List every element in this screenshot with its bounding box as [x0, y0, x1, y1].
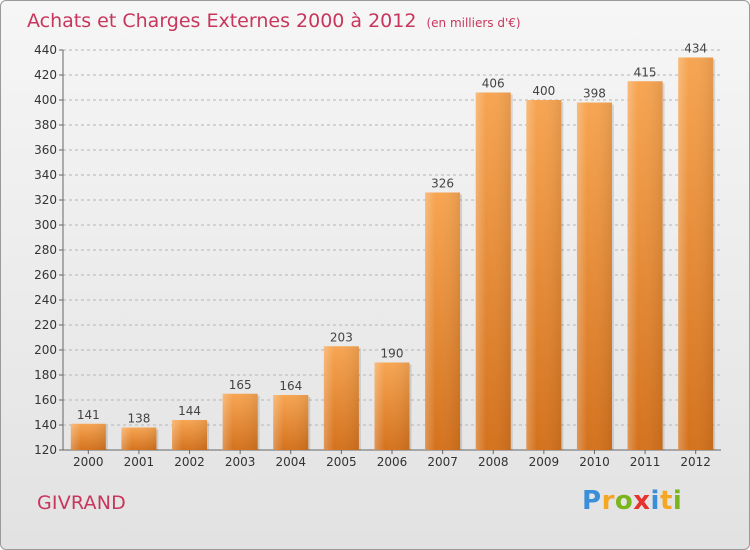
chart-unit-label: (en milliers d'€) — [426, 16, 521, 30]
y-tick-label: 320 — [34, 193, 57, 207]
axes: 120 140 160 180 200 220 240 260 280 300 320 340 360 3… — [34, 43, 721, 469]
y-tick-label: 360 — [34, 143, 57, 157]
logo-letter: P — [582, 486, 602, 516]
data-labels: 141 138 144 165 164 203 190 326 406 400 398 415 434 — [77, 42, 707, 426]
data-label-2006: 190 — [381, 347, 404, 361]
bar-highlight — [627, 81, 663, 450]
bar-highlight — [222, 393, 258, 450]
data-label-2012: 434 — [684, 42, 707, 56]
bar-highlight — [374, 362, 410, 450]
logo-letter: o — [614, 486, 634, 516]
y-tick-label: 220 — [34, 318, 57, 332]
data-label-2008: 406 — [482, 77, 505, 91]
bar-highlight — [678, 57, 714, 450]
bar-highlight — [425, 192, 461, 450]
data-label-2011: 415 — [634, 65, 657, 79]
y-tick-label: 160 — [34, 393, 57, 407]
x-tick-label: 2008 — [478, 455, 509, 469]
data-label-2007: 326 — [431, 177, 454, 191]
y-tick-label: 180 — [34, 368, 57, 382]
x-tick-label: 2011 — [630, 455, 661, 469]
y-tick-label: 280 — [34, 243, 57, 257]
x-tick-label: 2007 — [427, 455, 458, 469]
x-tick-label: 2003 — [225, 455, 256, 469]
x-tick-label: 2002 — [174, 455, 205, 469]
y-tick-label: 340 — [34, 168, 57, 182]
y-tick-label: 120 — [34, 443, 57, 457]
bars — [70, 57, 716, 450]
data-label-2010: 398 — [583, 87, 606, 101]
logo-letter: r — [601, 486, 615, 516]
y-tick-label: 380 — [34, 118, 57, 132]
bar-highlight — [526, 100, 562, 450]
x-tick-label: 2010 — [579, 455, 610, 469]
y-tick-label: 240 — [34, 293, 57, 307]
logo-letter: x — [633, 486, 651, 516]
data-label-2003: 165 — [229, 378, 252, 392]
bar-highlight — [576, 102, 612, 450]
y-tick-label: 200 — [34, 343, 57, 357]
x-tick-label: 2009 — [529, 455, 560, 469]
bar-highlight — [475, 92, 511, 450]
x-tick-label: 2000 — [73, 455, 104, 469]
y-tick-label: 440 — [34, 43, 57, 57]
logo-letter: i — [650, 486, 660, 516]
y-tick-label: 400 — [34, 93, 57, 107]
bar-highlight — [121, 427, 157, 450]
data-label-2001: 138 — [127, 412, 150, 426]
y-tick-label: 140 — [34, 418, 57, 432]
proxiti-logo: Proxiti — [582, 486, 682, 516]
data-label-2004: 164 — [279, 379, 302, 393]
x-tick-label: 2004 — [275, 455, 306, 469]
y-tick-label: 260 — [34, 268, 57, 282]
y-tick-label: 300 — [34, 218, 57, 232]
data-label-2000: 141 — [77, 408, 100, 422]
x-tick-label: 2012 — [680, 455, 711, 469]
chart-title-text: Achats et Charges Externes 2000 à 2012 — [27, 10, 417, 32]
data-label-2005: 203 — [330, 330, 353, 344]
commune-name: GIVRAND — [37, 492, 126, 514]
x-tick-label: 2006 — [377, 455, 408, 469]
data-label-2002: 144 — [178, 404, 201, 418]
bar-highlight — [172, 420, 208, 450]
x-tick-label: 2001 — [124, 455, 155, 469]
bar-highlight — [323, 346, 359, 450]
data-label-2009: 400 — [532, 84, 555, 98]
logo-letter: i — [672, 486, 683, 516]
x-tick-label: 2005 — [326, 455, 357, 469]
chart-title: Achats et Charges Externes 2000 à 2012 (e… — [27, 6, 521, 36]
bar-highlight — [273, 395, 309, 450]
bar-highlight — [70, 423, 106, 450]
logo-letter: t — [659, 486, 673, 516]
y-tick-label: 420 — [34, 68, 57, 82]
